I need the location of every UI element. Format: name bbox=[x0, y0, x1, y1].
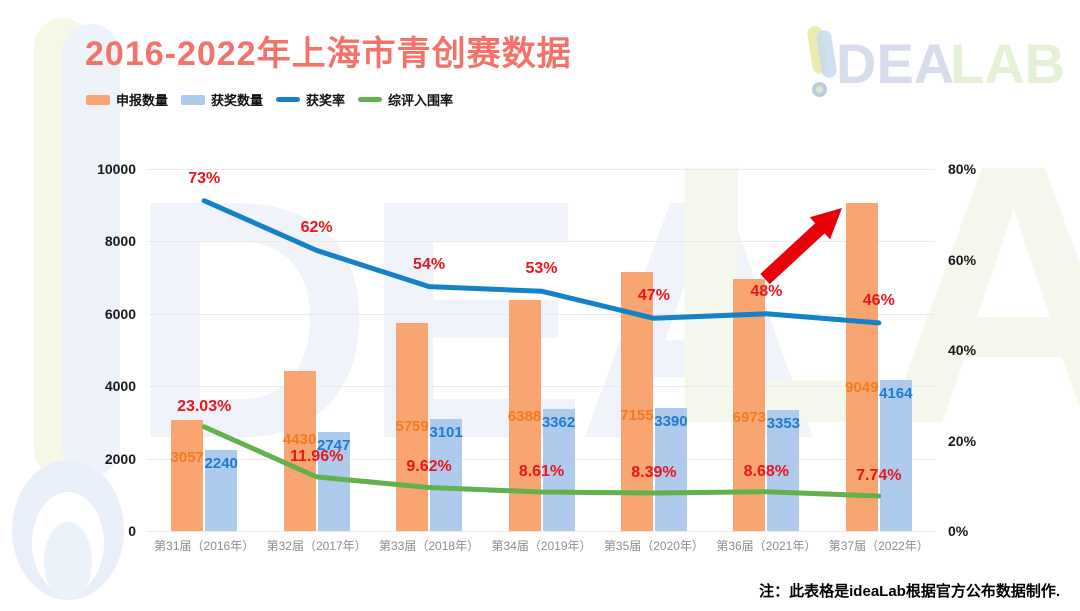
bar-value-awards: 4164 bbox=[879, 385, 913, 403]
x-axis-category-label: 第36届（2021年） bbox=[716, 539, 817, 553]
bar-applications bbox=[845, 203, 878, 531]
bar-awards bbox=[654, 408, 687, 531]
bar-value-applications: 5759 bbox=[395, 417, 429, 435]
award-rate-label: 47% bbox=[637, 287, 670, 305]
award-rate-label: 62% bbox=[300, 219, 333, 237]
logo-text-dea: DEA bbox=[836, 32, 955, 95]
bar-value-awards: 2747 bbox=[316, 436, 351, 454]
legend-swatch-green-line bbox=[358, 97, 383, 102]
left-axis-tick: 4000 bbox=[104, 378, 136, 395]
legend-label: 获奖数量 bbox=[211, 93, 264, 108]
x-axis-category-label: 第34届（2019年） bbox=[491, 539, 592, 553]
idealab-logo: DEA LAB bbox=[792, 18, 1072, 104]
right-axis-tick: 20% bbox=[948, 432, 977, 449]
bar-value-awards: 3362 bbox=[541, 414, 576, 432]
bar-value-awards: 3101 bbox=[429, 423, 463, 441]
bar-value-applications: 7155 bbox=[620, 407, 654, 425]
legend-swatch-blue-line bbox=[276, 97, 301, 102]
bar-value-awards: 3390 bbox=[654, 413, 688, 431]
x-axis-category-label: 第31届（2016年） bbox=[154, 539, 255, 553]
gridline bbox=[148, 531, 935, 532]
shortlist-rate-line bbox=[201, 424, 882, 499]
watermark-dea-text: DEA bbox=[128, 130, 822, 510]
award-rate-line bbox=[201, 198, 882, 326]
bar-awards bbox=[767, 409, 800, 531]
legend-label: 申报数量 bbox=[116, 93, 169, 108]
gridline bbox=[148, 241, 935, 243]
award-rate-label: 46% bbox=[862, 291, 895, 309]
red-trend-arrow bbox=[760, 208, 842, 285]
legend-item-huojianglv: 获奖率 bbox=[276, 90, 345, 109]
chart-legend: 申报数量 获奖数量 获奖率 综评入围率 bbox=[86, 90, 457, 109]
award-rate-label: 53% bbox=[525, 260, 558, 278]
bar-value-awards: 3353 bbox=[766, 414, 801, 432]
left-axis-tick: 0 bbox=[128, 523, 136, 539]
bar-value-applications: 6388 bbox=[507, 408, 542, 426]
right-axis-tick: 80% bbox=[948, 161, 977, 177]
bar-value-awards: 2240 bbox=[204, 454, 238, 472]
x-axis-category-label: 第35届（2020年） bbox=[603, 539, 704, 553]
left-axis-tick: 8000 bbox=[104, 233, 136, 250]
right-axis-tick: 0% bbox=[948, 523, 969, 539]
bar-value-applications: 4430 bbox=[282, 430, 317, 448]
shortlist-rate-label: 11.96% bbox=[289, 447, 344, 465]
right-axis-tick: 40% bbox=[948, 342, 977, 358]
legend-item-shenbao: 申报数量 bbox=[86, 90, 168, 109]
bar-value-applications: 3057 bbox=[170, 448, 204, 466]
plot-area: 3057 2240 第31届（2016年） 4430 2747 第32届（2017年） 57… bbox=[148, 169, 935, 553]
bar-awards bbox=[879, 380, 912, 531]
x-axis-category-label: 第37届（2022年） bbox=[828, 539, 929, 553]
shortlist-rate-label: 23.03% bbox=[177, 397, 232, 415]
bar-applications bbox=[283, 370, 316, 531]
legend-swatch-orange-bar bbox=[86, 94, 110, 105]
bar-applications bbox=[171, 420, 204, 531]
shortlist-rate-label: 9.62% bbox=[406, 458, 452, 476]
page-title: 2016-2022年上海市青创赛数据 bbox=[85, 35, 572, 73]
legend-label: 综评入围率 bbox=[388, 93, 454, 108]
shortlist-rate-label: 8.39% bbox=[631, 464, 677, 482]
logo-text-lab: LAB bbox=[950, 32, 1066, 95]
gridline bbox=[148, 458, 935, 460]
bar-awards bbox=[430, 418, 463, 531]
bar-applications bbox=[733, 278, 766, 531]
watermark-exclamation-dot-inner bbox=[44, 522, 92, 600]
bar-value-applications: 9049 bbox=[845, 379, 879, 397]
legend-item-huojiang: 获奖数量 bbox=[181, 90, 263, 109]
right-axis-tick: 60% bbox=[948, 251, 977, 268]
shortlist-rate-label: 8.61% bbox=[518, 463, 565, 481]
legend-label: 获奖率 bbox=[306, 93, 346, 108]
bar-applications bbox=[396, 322, 429, 531]
source-note: 注：此表格是ideaLab根据官方公布数据制作. bbox=[759, 583, 1060, 600]
award-rate-label: 48% bbox=[750, 282, 783, 300]
x-axis-category-label: 第33届（2018年） bbox=[379, 539, 480, 553]
award-rate-label: 54% bbox=[413, 255, 446, 273]
gridline bbox=[148, 169, 935, 170]
gridline bbox=[148, 386, 935, 388]
bar-awards bbox=[542, 409, 575, 531]
left-axis-tick: 10000 bbox=[97, 161, 136, 177]
line-series-svg bbox=[201, 198, 882, 499]
shortlist-rate-label: 7.74% bbox=[856, 466, 902, 484]
left-axis-tick: 2000 bbox=[104, 450, 136, 467]
left-axis-tick: 6000 bbox=[104, 305, 136, 322]
bar-value-applications: 6973 bbox=[732, 408, 767, 426]
logo-dot-icon bbox=[812, 82, 827, 97]
shortlist-rate-label: 8.68% bbox=[743, 462, 790, 480]
gridline bbox=[148, 313, 935, 315]
legend-swatch-blue-bar bbox=[181, 94, 206, 105]
legend-item-zongping: 综评入围率 bbox=[358, 90, 453, 109]
award-rate-label: 73% bbox=[188, 169, 221, 187]
bar-awards bbox=[205, 449, 238, 531]
x-axis-category-label: 第32届（2017年） bbox=[266, 539, 367, 553]
